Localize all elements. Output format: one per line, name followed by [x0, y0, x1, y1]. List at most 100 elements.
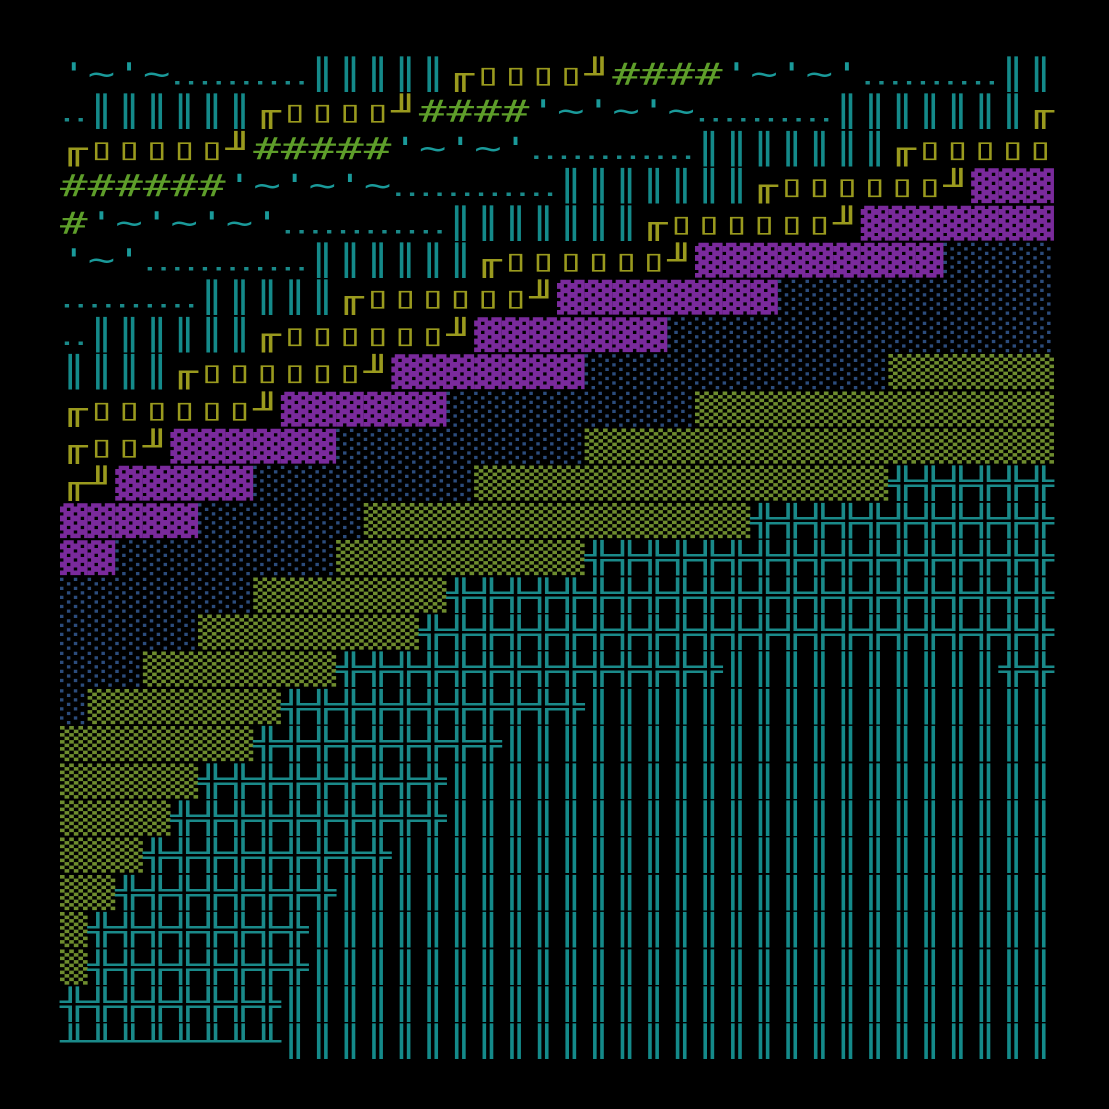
glyph-run: # — [60, 206, 88, 241]
glyph-run: ╓▯▯▯▯▯▯╜ — [474, 242, 695, 279]
glyph-run: ▒▒ — [60, 875, 117, 911]
glyph-run: ▒▒▒▒▒ — [60, 763, 199, 799]
glyph-run: ║║║║║║║║║║║║║║║║║║║║║║║║║║ — [336, 874, 1054, 911]
glyph-run: ‥‥‥‥‥ — [695, 95, 833, 130]
glyph-run: '~' — [60, 244, 143, 279]
glyph-run: ▒▒▒▒▒▒▒▒▒▒▒▒▒▒▒ — [474, 466, 890, 502]
glyph-run: ╓╜ — [60, 465, 115, 502]
glyph-run: ║║║║║║║║║║║║║║║║║║║║║║ — [447, 800, 1054, 837]
glyph-run: ║║║║║║║║║║║║║║║║║║║║║║║║║║║ — [309, 948, 1055, 985]
glyph-run: ╓▯▯▯▯▯ — [888, 132, 1054, 167]
glyph-run: ╓ — [1026, 95, 1055, 130]
glyph-run: ‥ — [60, 95, 88, 130]
glyph-run: ▒▒▒▒▒▒▒▒▒ — [336, 540, 586, 576]
glyph-run: ╓▯▯▯▯▯▯╜ — [750, 167, 971, 204]
glyph-run: ╓▯▯▯▯▯▯╜ — [60, 390, 281, 427]
glyph-run: ╬╬╬╬╬╬╬╬╬ — [252, 725, 503, 762]
glyph-run: ║║║║║║║║║║║║║║║║║ — [585, 688, 1054, 725]
glyph-run: '~'~'~ — [226, 169, 392, 204]
glyph-run: ‥ — [60, 318, 88, 353]
glyph-run: #### — [612, 58, 722, 93]
glyph-run: ▒▒▒▒▒▒▒▒▒▒▒▒▒▒ — [364, 503, 752, 539]
glyph-run: ▓▓▓▓▓ — [60, 502, 199, 539]
glyph-run: ║║║║║║║║║║║║║║║║║║║║║║║║║║║ — [309, 911, 1055, 948]
glyph-run: ╓▯▯▯▯▯▯╜ — [336, 279, 557, 316]
glyph-run: ▒▒▒▒▒▒▒ — [60, 726, 255, 762]
glyph-run: ║║║║║║║║║║║║║║║║║║║║║║ — [447, 762, 1054, 799]
glyph-run: ▓▓▓▓▓▓ — [170, 428, 337, 465]
glyph-run: ╬╬╬╬╬╬╬╬ — [114, 874, 338, 911]
glyph-run: ▒▒▒▒▒▒▒ — [143, 652, 338, 688]
glyph-run: ╬╬╬╬╬╬╬╬╬╬╬╬╬╬╬╬╬╬╬╬╬╬╬ — [417, 614, 1055, 651]
glyph-run: ╬╬╬╬╬╬╬╬╬╬╬ — [749, 502, 1056, 539]
glyph-run: ║║║║║║║║║║║║║║║║║║║║║║║║║║║║ — [281, 986, 1054, 1023]
glyph-run: ╬╬╬╬╬╬ — [887, 465, 1056, 502]
glyph-run: ╬╬╬╬╬╬╬╬ — [86, 948, 310, 985]
glyph-run: ║║║║ — [60, 353, 170, 390]
glyph-run: ▓▓▓▓▓▓▓ — [861, 204, 1056, 241]
glyph-run: ╬╬╬╬╬╬╬╬╬╬ — [169, 800, 448, 837]
glyph-run: '~'~' — [391, 132, 529, 167]
glyph-run: ╬╬ — [997, 651, 1055, 688]
glyph-run: ▓▓▓▓▓▓ — [281, 390, 448, 427]
glyph-run: ▒ — [60, 912, 89, 948]
glyph-run: ░░░ — [60, 652, 143, 688]
glyph-run: ╬╬╬╬╬╬╬╬╬╬╬╬╬╬ — [335, 651, 724, 688]
glyph-run: '~'~'~ — [529, 95, 695, 130]
glyph-run: ###### — [60, 169, 226, 204]
glyph-run: ▓▓▓▓▓▓▓ — [474, 316, 669, 353]
glyph-run: ░░░░░░░░░░░░░░ — [667, 317, 1054, 353]
glyph-run: ║║║║║║ — [88, 316, 254, 353]
glyph-run: ░░░░░░░░ — [253, 466, 474, 502]
glyph-run: ▓▓▓▓▓▓▓ — [391, 353, 586, 390]
glyph-run: ▓▓▓▓▓▓▓▓▓ — [695, 242, 945, 279]
glyph-run: ░░░░░░ — [198, 503, 364, 539]
glyph-run: ░░░░░░░░░░░ — [585, 354, 889, 390]
glyph-run: ╬╬╬╬╬╬╬╬ — [58, 986, 282, 1023]
glyph-run: ╓▯▯╜ — [60, 428, 170, 465]
glyph-run: ║║║║║║║ — [833, 93, 1026, 130]
glyph-run: '~'~'~' — [88, 206, 281, 241]
glyph-run: ║║║║║║║ — [447, 204, 640, 241]
glyph-run: ░ — [60, 689, 88, 725]
glyph-run: ╬╬╬╬╬╬╬╬╬╬╬╬╬╬╬╬╬╬╬╬╬╬ — [445, 576, 1055, 613]
glyph-run: ║║║║║║║ — [557, 167, 750, 204]
glyph-run: ▓▓▓▓▓▓▓▓ — [557, 279, 779, 316]
glyph-run: ║║║║║║║ — [695, 130, 888, 167]
glyph-run: ╓▯▯▯▯╜ — [253, 93, 419, 130]
glyph-run: ╨╨╨╨╨╨╨╨ — [58, 1023, 282, 1060]
glyph-run: ║║║║║ — [309, 56, 447, 93]
glyph-run: ║║ — [999, 56, 1054, 93]
glyph-run: ║║║║║║║║║║║║║║║║║║║║║║║║ — [391, 837, 1054, 874]
glyph-run: ▓▓▓ — [971, 167, 1055, 204]
glyph-run: ▒▒▒▒▒▒▒▒▒▒▒▒▒▒▒▒▒ — [585, 429, 1056, 465]
glyph-run: ░░░░░░░░░ — [447, 391, 696, 427]
glyph-run: ▒▒▒▒▒▒▒▒▒▒▒▒▒ — [695, 391, 1055, 427]
glyph-run: ##### — [253, 132, 391, 167]
glyph-run: ▒▒▒▒ — [60, 801, 172, 837]
glyph-run: ╬╬╬╬╬╬╬╬╬╬╬╬╬╬╬╬╬ — [583, 539, 1055, 576]
glyph-run: ‥‥‥‥‥‥ — [281, 206, 447, 241]
glyph-run: ╬╬╬╬╬╬╬╬ — [86, 911, 310, 948]
glyph-run: ▒▒▒▒▒▒▒ — [88, 689, 283, 725]
glyph-run: ‥‥‥‥‥‥ — [391, 169, 557, 204]
glyph-run: ║║║║║║ — [309, 242, 475, 279]
glyph-run: ░░░░░░░ — [60, 577, 253, 613]
glyph-run: ▓▓▓▓▓ — [115, 465, 254, 502]
glyph-run: ╬╬╬╬╬╬╬╬╬ — [141, 837, 392, 874]
glyph-run: ║║║║║║║║║║║║║║║║║║║║║║║║║║║║ — [281, 1023, 1054, 1060]
glyph-run: ‥‥‥‥‥ — [861, 58, 999, 93]
glyph-run: ▒ — [60, 949, 89, 985]
glyph-run: ‥‥‥‥‥ — [170, 58, 308, 93]
glyph-run: ╓▯▯▯▯▯▯╜ — [170, 353, 391, 390]
glyph-run: '~'~' — [723, 58, 861, 93]
glyph-run: ╓▯▯▯▯▯╜ — [60, 130, 253, 167]
glyph-run: ╓▯▯▯▯▯▯╜ — [253, 316, 474, 353]
glyph-run: ░░░░░ — [60, 615, 198, 651]
glyph-run: ▒▒▒▒▒▒▒▒ — [198, 615, 420, 651]
glyph-run: ░░░░░░░░ — [115, 540, 336, 576]
glyph-run: '~'~ — [60, 58, 170, 93]
glyph-run: ░░░░░░░░░ — [336, 429, 584, 465]
glyph-run: ╓▯▯▯▯╜ — [447, 56, 613, 93]
